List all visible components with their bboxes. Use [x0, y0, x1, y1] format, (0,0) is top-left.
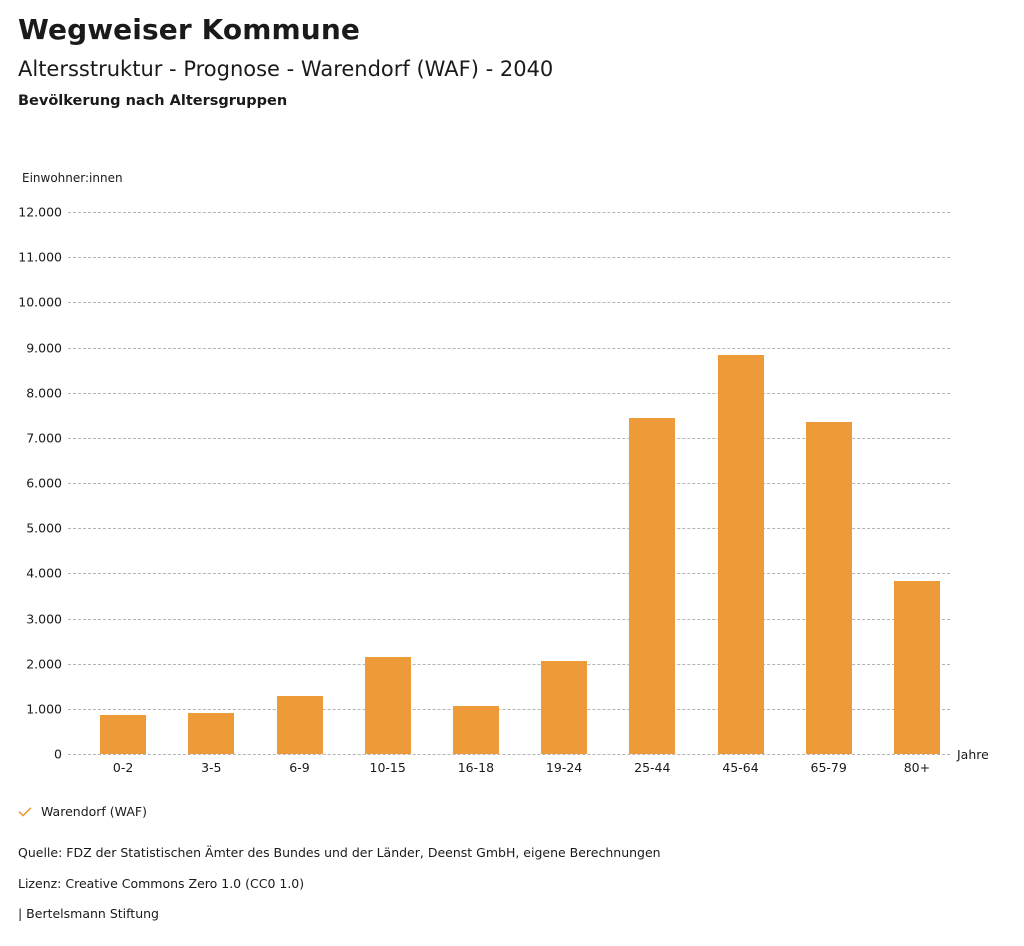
gridline [68, 392, 950, 394]
x-axis-tick-label: 0-2 [112, 760, 134, 775]
bar-rect [452, 705, 499, 754]
x-axis-tick-label: 16-18 [457, 760, 495, 775]
bar-rect [364, 657, 411, 754]
x-axis-tick-label: 10-15 [369, 760, 406, 775]
bar-6-9[interactable] [276, 695, 323, 754]
bar-rect [805, 422, 852, 754]
x-axis-tick-label: 65-79 [810, 760, 847, 775]
gridline [68, 212, 950, 213]
bar-rect [541, 660, 588, 754]
bar-19-24[interactable] [541, 660, 588, 754]
y-axis-tick-label: 11.000 [18, 249, 62, 265]
y-axis-tick-label: 5.000 [26, 520, 62, 536]
bar-16-18[interactable] [452, 705, 499, 754]
source-note: Quelle: FDZ der Statistischen Ämter des … [18, 845, 661, 860]
gridline [68, 528, 950, 530]
gridline [68, 754, 950, 755]
gridline [68, 257, 950, 259]
y-axis-tick-label: 7.000 [26, 430, 62, 446]
gridline [68, 483, 950, 484]
y-axis-tick-label: 10.000 [18, 294, 62, 310]
bar-series-warendorf [68, 212, 950, 754]
bar-45-64[interactable] [717, 354, 764, 754]
y-axis-tick-label: 2.000 [26, 656, 62, 672]
bar-rect [629, 417, 676, 754]
gridline [68, 618, 950, 620]
x-axis-tick-label: 6-9 [289, 760, 310, 775]
check-icon [18, 805, 32, 819]
gridline [68, 437, 950, 439]
bar-rect [188, 712, 235, 754]
y-axis-tick-label: 12.000 [18, 204, 62, 220]
organisation-note: | Bertelsmann Stiftung [18, 906, 159, 921]
bar-0-2[interactable] [100, 714, 147, 754]
y-axis-tick-label: 9.000 [26, 340, 62, 355]
chart-header: Wegweiser Kommune Altersstruktur - Progn… [18, 13, 998, 111]
bar-25-44[interactable] [629, 417, 676, 754]
gridline [68, 663, 950, 665]
y-axis-tick-label: 3.000 [26, 611, 62, 626]
bar-rect [717, 354, 764, 754]
gridline [68, 573, 950, 575]
bar-rect [100, 714, 147, 754]
bar-10-15[interactable] [364, 657, 411, 754]
plot-gridlines [68, 212, 950, 755]
page-title: Wegweiser Kommune [18, 13, 360, 46]
gridline [68, 302, 950, 304]
y-axis-tick-label: 0 [54, 746, 62, 762]
y-axis-title: Einwohner:innen [22, 171, 123, 185]
gridline [68, 708, 950, 710]
y-axis-ticks: 0 1.000 2.000 3.000 4.000 5.000 6.000 7.000 8.00… [0, 205, 62, 762]
x-axis-tick-label: 45-64 [722, 760, 759, 775]
y-axis-tick-label: 4.000 [26, 565, 62, 581]
chart-description: Bevölkerung nach Altersgruppen [18, 93, 288, 110]
x-axis-tick-label: 80+ [903, 760, 931, 775]
bar-3-5[interactable] [188, 712, 235, 754]
chart-legend[interactable]: Warendorf (WAF) [18, 804, 147, 819]
legend-item-label: Warendorf (WAF) [41, 804, 147, 819]
y-axis-tick-label: 6.000 [26, 475, 62, 491]
chart-subtitle: Altersstruktur - Prognose - Warendorf (W… [18, 57, 554, 82]
bar-65-79[interactable] [805, 422, 852, 754]
gridline [68, 347, 950, 349]
license-note: Lizenz: Creative Commons Zero 1.0 (CC0 1… [18, 876, 305, 891]
x-axis-tick-label: 19-24 [545, 760, 583, 775]
x-axis-title: Jahre [957, 747, 989, 762]
y-axis-tick-label: 8.000 [26, 385, 62, 401]
bar-rect [276, 695, 323, 754]
x-axis-tick-label: 25-44 [634, 760, 671, 775]
x-axis-ticks: 0-2 3-5 6-9 10-15 16-18 19-24 25-44 45-64 65-79 8… [68, 760, 950, 784]
y-axis-tick-label: 1.000 [26, 701, 62, 717]
bar-rect [893, 580, 940, 754]
bar-80+[interactable] [893, 580, 940, 754]
x-axis-tick-label: 3-5 [201, 760, 222, 775]
